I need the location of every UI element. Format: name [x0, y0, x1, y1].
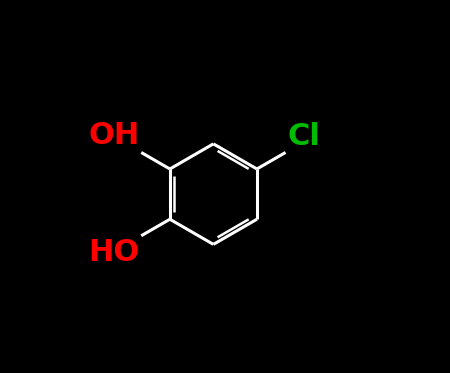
Text: OH: OH — [89, 121, 140, 150]
Text: Cl: Cl — [288, 122, 321, 151]
Text: HO: HO — [89, 238, 140, 267]
